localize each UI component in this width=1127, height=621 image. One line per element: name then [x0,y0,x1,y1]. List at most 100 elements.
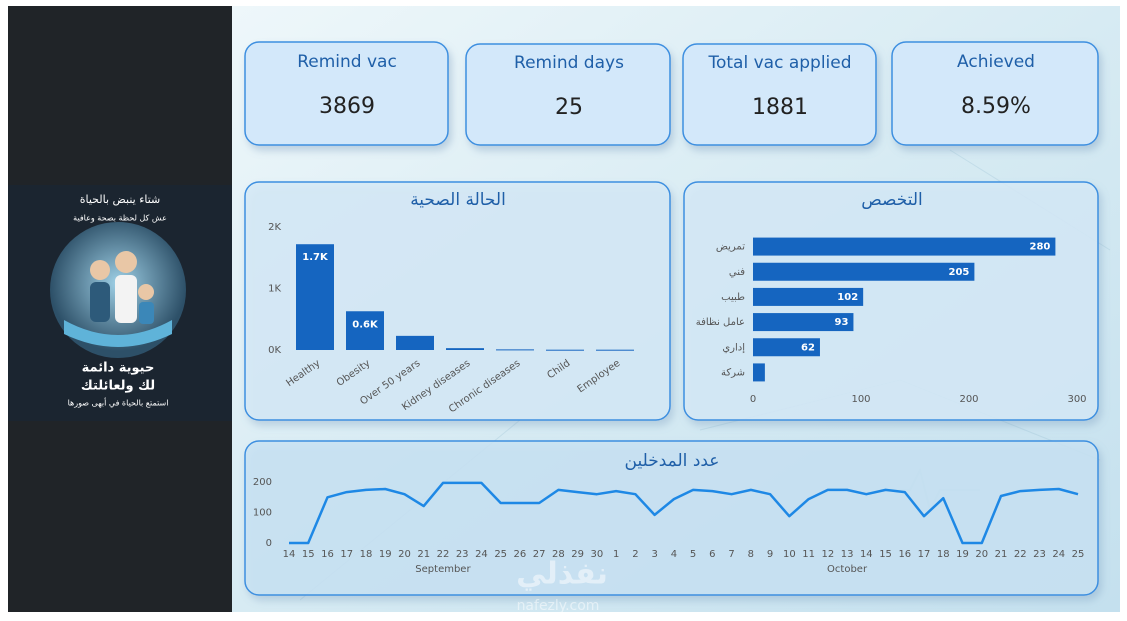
watermark-brand: نفذلي [516,557,608,592]
x-tick-label: 3 [651,549,657,560]
poster-figure [90,282,110,322]
x-tick-label: 20 [398,549,411,560]
x-tick-label: 14 [860,549,873,560]
y-tick-label: 0 [266,538,272,549]
data-label: 102 [837,292,858,303]
y-tick-label: 100 [253,508,272,519]
x-tick-label: 22 [1014,549,1027,560]
data-label: 62 [801,342,815,353]
x-tick-label: 10 [783,549,796,560]
kpi-label: Achieved [957,52,1035,72]
x-tick-label: 20 [975,549,988,560]
kpi-card: Remind days 25 [465,43,671,146]
y-tick-label: 2K [268,222,281,233]
card [891,41,1099,146]
x-tick-label: 18 [937,549,950,560]
bar [296,244,334,350]
x-tick-label: 8 [748,549,754,560]
card [682,43,877,146]
poster-figure [90,260,110,280]
x-tick-label: 30 [591,549,604,560]
bar [753,338,820,357]
x-tick-label: 100 [851,394,870,405]
x-tick-label: 6 [709,549,715,560]
y-tick-label: عامل نظافة [696,317,745,328]
kpi-card: Total vac applied 1881 [682,43,877,146]
panel [244,181,671,421]
chart-title: التخصص [861,190,923,210]
kpi-label: Remind vac [297,52,397,72]
x-tick-label: 22 [437,549,450,560]
watermark-site: nafezly.com [517,598,600,614]
card [465,43,671,146]
x-tick-label: 16 [898,549,911,560]
bar [753,262,975,281]
x-tick-label: 12 [821,549,834,560]
y-tick-label: 0K [268,345,281,356]
x-tick-label: 19 [956,549,969,560]
poster: شتاء ينبض بالحياة عش كل لحظة بصحة وعافية… [8,185,232,421]
kpi-value: 8.59% [961,94,1031,119]
x-tick-label: 14 [283,549,296,560]
poster-ribbon [64,320,172,347]
poster-tagline: عش كل لحظة بصحة وعافية [73,214,167,223]
x-tick-label: 7 [728,549,734,560]
x-tick-label: 0 [750,394,756,405]
x-tick-label: 17 [918,549,931,560]
bar [346,311,384,350]
bar [596,349,634,351]
x-tick-label: 29 [571,549,584,560]
y-tick-label: فني [729,267,745,278]
kpi-label: Remind days [514,53,624,73]
x-tick-label: 25 [494,549,507,560]
x-tick-label: 16 [321,549,334,560]
x-tick-label: 200 [959,394,978,405]
poster-headline: شتاء ينبض بالحياة [80,193,161,206]
x-tick-label: 17 [340,549,353,560]
bar [546,349,584,351]
y-tick-label: طبيب [721,292,745,303]
kpi-value: 25 [555,95,583,120]
card [244,41,449,146]
y-tick-label: شركة [721,367,745,378]
x-tick-label: 13 [841,549,854,560]
bar [753,287,864,306]
x-tick-label: 23 [456,549,469,560]
data-label: 93 [835,317,849,328]
x-tick-label: 15 [879,549,892,560]
x-tick-label: 27 [533,549,546,560]
x-tick-label: 2 [632,549,638,560]
x-tick-label: 28 [552,549,565,560]
kpi-value: 3869 [319,94,375,119]
y-tick-label: 1K [268,284,281,295]
x-tick-label: 24 [475,549,488,560]
bar [753,237,1056,256]
x-tick-label: 9 [767,549,773,560]
kpi-card: Remind vac 3869 [244,41,449,146]
chart-title: عدد المدخلين [625,451,720,471]
poster-figure [138,284,154,300]
bar [753,313,854,332]
x-tick-label: 15 [302,549,315,560]
x-tick-label: 26 [514,549,527,560]
x-tick-label: 1 [613,549,619,560]
bar [396,335,434,350]
data-label: 1.7K [302,252,329,263]
x-tick-label: 11 [802,549,815,560]
poster-figure [139,302,154,324]
x-tick-label: 300 [1067,394,1086,405]
x-tick-label: 4 [671,549,677,560]
x-tick-label: 21 [995,549,1008,560]
poster-figure [115,251,137,273]
y-tick-label: 200 [253,477,272,488]
x-tick-label: 25 [1072,549,1085,560]
kpi-value: 1881 [752,95,808,120]
x-tick-label: 24 [1052,549,1065,560]
data-label: 0.6K [352,319,379,330]
x-tick-label: 18 [360,549,373,560]
chart-title: الحالة الصحية [410,190,506,210]
y-tick-label: إداري [722,342,745,353]
watermark: نفذلي nafezly.com [516,557,608,615]
month-label: September [415,564,471,575]
